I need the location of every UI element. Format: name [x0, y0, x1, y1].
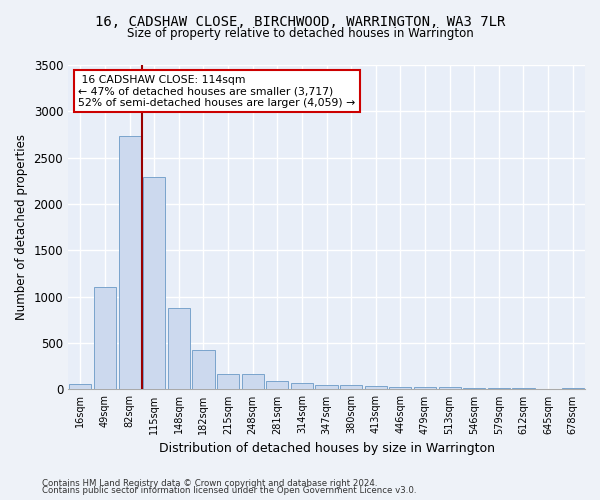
Bar	[94, 288, 116, 390]
Text: 16 CADSHAW CLOSE: 114sqm
← 47% of detached houses are smaller (3,717)
52% of sem: 16 CADSHAW CLOSE: 114sqm ← 47% of detach…	[79, 74, 356, 108]
Bar	[365, 386, 387, 390]
Bar	[389, 387, 412, 390]
Bar	[242, 374, 264, 390]
Bar	[463, 388, 485, 390]
Text: 16, CADSHAW CLOSE, BIRCHWOOD, WARRINGTON, WA3 7LR: 16, CADSHAW CLOSE, BIRCHWOOD, WARRINGTON…	[95, 15, 505, 29]
Bar	[143, 177, 165, 390]
Bar	[488, 388, 510, 390]
Text: Contains public sector information licensed under the Open Government Licence v3: Contains public sector information licen…	[42, 486, 416, 495]
Bar	[291, 384, 313, 390]
Bar	[537, 388, 559, 390]
Text: Contains HM Land Registry data © Crown copyright and database right 2024.: Contains HM Land Registry data © Crown c…	[42, 478, 377, 488]
Bar	[168, 308, 190, 390]
Y-axis label: Number of detached properties: Number of detached properties	[15, 134, 28, 320]
Bar	[119, 136, 140, 390]
Text: Size of property relative to detached houses in Warrington: Size of property relative to detached ho…	[127, 28, 473, 40]
Bar	[266, 381, 289, 390]
Bar	[562, 388, 584, 390]
X-axis label: Distribution of detached houses by size in Warrington: Distribution of detached houses by size …	[158, 442, 494, 455]
Bar	[217, 374, 239, 390]
Bar	[512, 388, 535, 390]
Bar	[316, 385, 338, 390]
Bar	[340, 386, 362, 390]
Bar	[193, 350, 215, 390]
Bar	[414, 387, 436, 390]
Bar	[439, 388, 461, 390]
Bar	[69, 384, 91, 390]
